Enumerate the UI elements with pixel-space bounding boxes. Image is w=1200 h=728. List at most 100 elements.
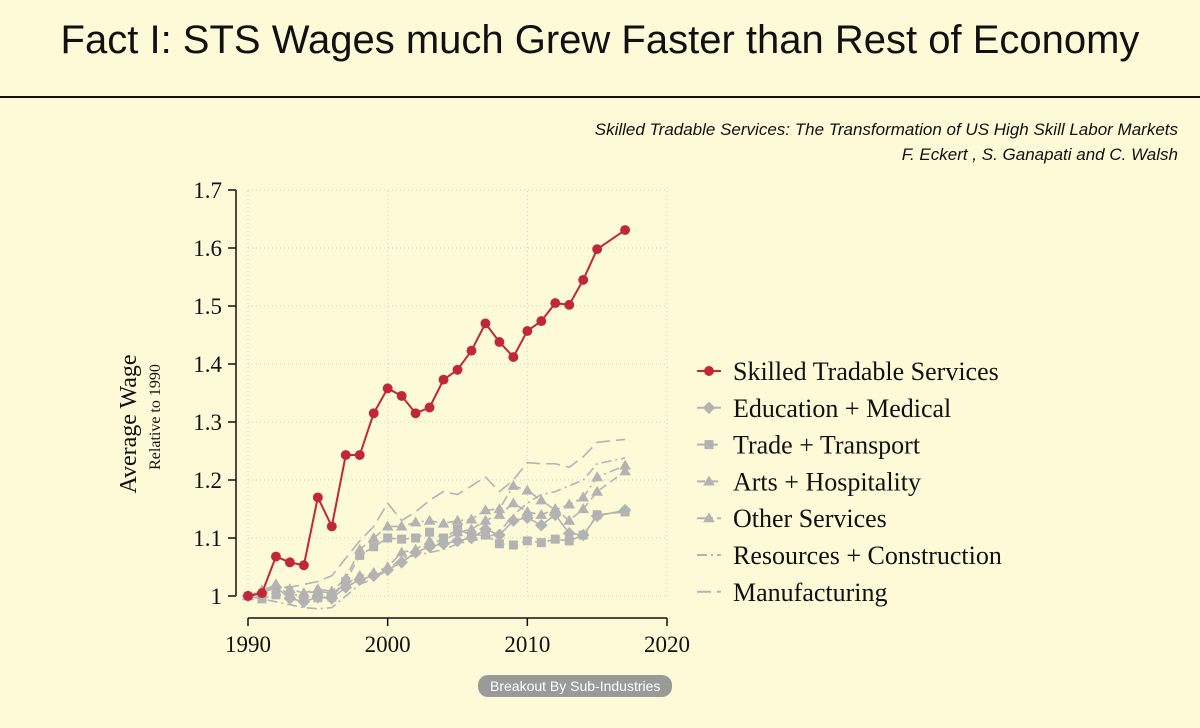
x-ticks: 1990 2000 2010 2020 [225,618,690,657]
series-manufacturing [247,438,626,597]
y-tick-label: 1 [211,584,223,609]
data-point [425,527,435,537]
y-tick-label: 1.3 [193,410,222,435]
data-point [702,401,716,415]
series-resources-construction [247,457,626,610]
data-point [493,503,506,514]
data-point [535,494,548,505]
series-education-medical [241,503,632,609]
data-point [297,595,311,609]
data-point [564,536,574,546]
data-point [438,374,449,385]
data-point [550,534,560,544]
data-point [507,514,520,527]
data-point [437,537,450,551]
data-point [479,523,492,536]
x-tick-label: 2000 [365,632,411,657]
y-tick-label: 1.7 [193,178,222,203]
data-point [508,540,518,550]
data-point [591,471,604,482]
data-point [536,538,546,548]
data-point [521,484,534,495]
legend-item: Resources + Construction [697,541,1002,570]
legend-label: Skilled Tradable Services [733,357,999,386]
data-point [703,512,715,523]
data-point [591,485,604,496]
x-tick-label: 2020 [644,632,690,657]
data-point [549,503,562,514]
y-tick-label: 1.1 [193,526,222,551]
data-point [704,366,714,376]
data-point [703,475,715,486]
legend-label: Education + Medical [733,394,951,423]
data-point [564,299,575,310]
legend-item: Education + Medical [697,394,951,423]
data-point [507,479,520,490]
series-other-services [242,459,631,601]
slide-title: Fact I: STS Wages much Grew Faster than … [60,18,1140,62]
data-point [340,450,351,461]
data-point [397,534,407,544]
data-point [311,585,324,596]
data-point [410,408,421,419]
legend-label: Resources + Construction [733,541,1002,570]
data-point [423,540,436,553]
legend-item: Other Services [697,504,887,533]
data-point [618,503,632,517]
legend-label: Manufacturing [733,578,888,607]
data-point [522,325,533,336]
data-point [339,581,353,594]
axes: Average Wage Relative to 1990 [116,190,667,619]
data-point [480,318,491,329]
data-point [451,534,464,548]
data-point [535,508,548,519]
data-point [494,337,505,347]
data-point [535,518,548,532]
data-point [521,506,534,516]
data-point [312,492,323,503]
data-point [578,274,589,285]
legend-label: Arts + Hospitality [733,467,921,496]
data-point [354,450,365,461]
y-tick-label: 1.5 [193,294,222,319]
data-point [423,535,436,545]
data-point [620,225,631,235]
data-point [367,569,380,582]
data-point [369,542,379,552]
data-point [270,551,281,562]
legend-item: Skilled Tradable Services [697,357,999,386]
data-point [411,533,421,543]
y-tick-label: 1.4 [193,352,222,377]
data-point [479,504,492,515]
y-ticks: 1 1.1 1.2 1.3 1.4 1.5 1.6 1.7 [193,178,236,609]
x-tick-label: 2010 [504,632,550,657]
y-tick-label: 1.6 [193,236,222,261]
legend-label: Other Services [733,504,887,533]
data-point [590,509,604,523]
data-point [424,402,435,413]
data-point [395,556,408,569]
paper-authors: F. Eckert , S. Ganapati and C. Walsh [901,145,1178,164]
data-point [437,517,450,528]
data-point [395,520,408,531]
data-point [493,508,506,519]
data-point [409,546,422,559]
series-line [247,438,626,597]
legend-item: Trade + Transport [697,431,921,460]
series-lines [241,225,632,610]
data-point [619,459,631,470]
series-line [247,511,626,600]
data-point [298,560,309,571]
data-point [479,514,492,525]
data-point [326,521,337,532]
series-line [247,457,626,610]
data-point [577,503,590,514]
data-point [353,573,367,587]
data-point [311,590,325,604]
x-tick-label: 1990 [225,632,271,657]
data-point [395,546,408,557]
breakout-badge: Breakout By Sub-Industries [478,675,673,697]
data-point [243,591,253,601]
data-point [451,514,464,525]
